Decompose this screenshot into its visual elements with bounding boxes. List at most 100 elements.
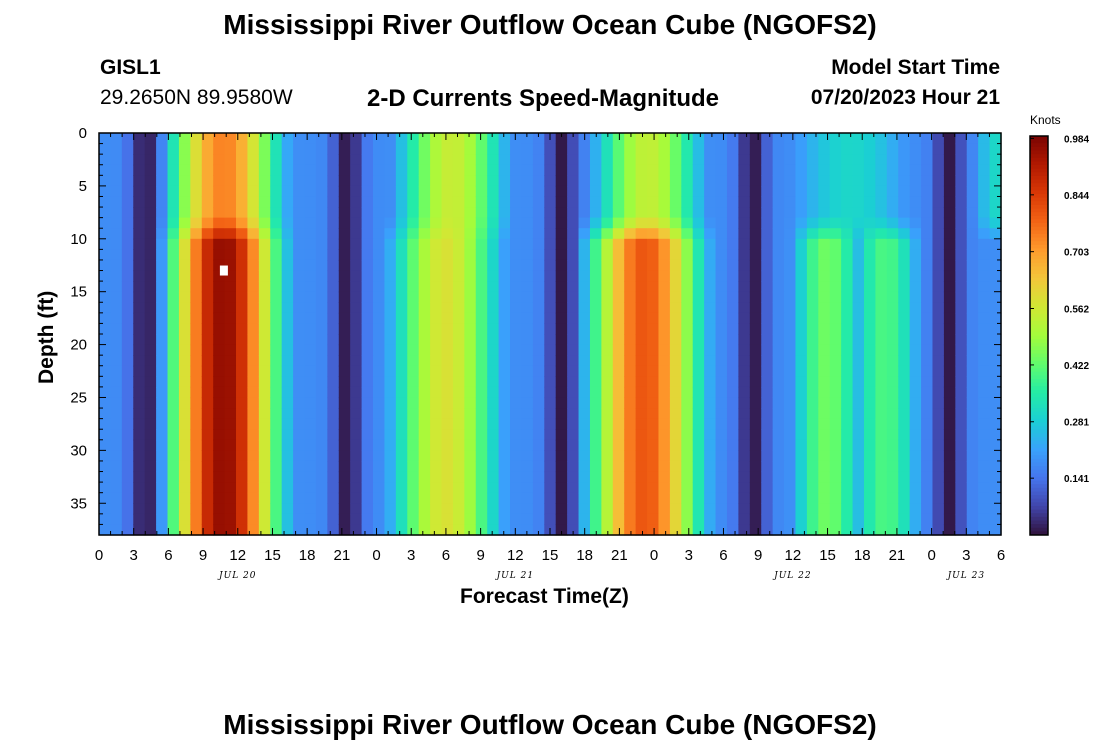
heat-cell: [601, 291, 614, 303]
heat-cell: [567, 344, 580, 356]
heat-cell: [407, 259, 420, 272]
heat-cell: [829, 397, 842, 409]
x-tick-label: 18: [576, 547, 593, 564]
heat-cell: [647, 355, 660, 367]
heat-cell: [761, 344, 774, 356]
heat-cell: [156, 429, 169, 441]
heat-cell: [966, 386, 979, 399]
heat-cell: [121, 281, 134, 293]
heat-cell: [715, 503, 728, 515]
heat-cell: [532, 133, 545, 145]
heat-cell: [578, 513, 591, 526]
heat-cell: [510, 133, 523, 145]
heat-cell: [567, 503, 580, 515]
heat-cell: [361, 386, 374, 399]
colorbar-segment: [1030, 531, 1048, 536]
heat-cell: [281, 524, 294, 536]
heat-cell: [373, 355, 386, 367]
heat-cell: [110, 143, 123, 155]
heat-cell: [738, 259, 751, 272]
heat-cell: [350, 492, 363, 504]
heat-cell: [224, 471, 237, 483]
heat-cell: [909, 323, 922, 335]
heat-cell: [350, 524, 363, 536]
heat-cell: [715, 524, 728, 536]
colorbar-segment: [1030, 230, 1048, 235]
heat-cell: [704, 439, 717, 451]
heat-cell: [658, 228, 671, 240]
heat-cell: [213, 450, 226, 462]
heat-cell: [373, 143, 386, 155]
heat-cell: [612, 471, 625, 483]
heat-cell: [315, 513, 328, 526]
heat-cell: [475, 376, 488, 388]
heat-cell: [955, 355, 968, 367]
heat-cell: [989, 164, 1002, 176]
heat-cell: [464, 355, 477, 367]
heat-cell: [384, 238, 397, 250]
heat-cell: [749, 270, 762, 282]
heat-cell: [498, 365, 511, 377]
heat-cell: [167, 154, 180, 166]
heat-cell: [989, 450, 1002, 462]
heat-cell: [784, 312, 797, 325]
heat-cell: [818, 249, 831, 261]
heat-cell: [418, 270, 431, 282]
heat-cell: [875, 471, 888, 483]
heat-cell: [635, 344, 648, 356]
heat-cell: [293, 524, 306, 536]
heat-cell: [201, 492, 214, 504]
heat-cell: [224, 302, 237, 314]
heat-cell: [293, 397, 306, 409]
heat-cell: [384, 291, 397, 303]
heat-cell: [110, 492, 123, 504]
heat-cell: [578, 238, 591, 250]
heat-cell: [452, 259, 465, 272]
heat-cell: [795, 524, 808, 536]
heat-cell: [955, 365, 968, 377]
heat-cell: [932, 344, 945, 356]
heat-cell: [749, 386, 762, 399]
heat-cell: [247, 344, 260, 356]
heat-cell: [384, 175, 397, 187]
heat-cell: [247, 217, 260, 229]
heat-cell: [681, 154, 694, 166]
heat-cell: [601, 175, 614, 187]
heat-cell: [213, 355, 226, 367]
heat-cell: [201, 302, 214, 314]
heat-cell: [555, 164, 568, 176]
heat-cell: [407, 249, 420, 261]
heat-cell: [738, 460, 751, 473]
heat-cell: [863, 376, 877, 388]
heat-cell: [361, 439, 374, 451]
heat-cell: [395, 492, 408, 504]
heat-cell: [841, 418, 854, 430]
x-axis-ticks: 0 3 6 9 12 15 18 21 0 3 6 9 12 15 18 21 0 3 6 9 12 15 18 21 0 3 6: [95, 133, 1005, 564]
heat-cell: [407, 439, 420, 451]
heat-cell: [510, 450, 523, 462]
heat-cell: [544, 270, 557, 282]
colorbar-segment: [1030, 386, 1048, 391]
heat-cell: [281, 238, 294, 250]
heat-cell: [704, 249, 717, 261]
heat-cell: [555, 143, 568, 155]
heat-cell: [818, 323, 831, 335]
heat-cell: [441, 365, 454, 377]
heat-cell: [624, 259, 637, 272]
heat-cell: [418, 344, 431, 356]
heat-cell: [430, 344, 443, 356]
heat-cell: [772, 238, 785, 250]
heat-cell: [635, 259, 648, 272]
heat-cell: [829, 323, 842, 335]
colorbar-segment: [1030, 342, 1048, 347]
heat-cell: [829, 238, 842, 250]
heat-cell: [441, 228, 454, 240]
heat-cell: [681, 503, 694, 515]
heat-cell: [875, 513, 888, 526]
model-start-value: 07/20/2023 Hour 21: [810, 86, 1000, 109]
heat-cell: [327, 397, 340, 409]
heat-cell: [863, 196, 877, 208]
heat-cell: [555, 207, 568, 219]
heat-cell: [247, 460, 260, 473]
heat-cell: [99, 185, 112, 198]
